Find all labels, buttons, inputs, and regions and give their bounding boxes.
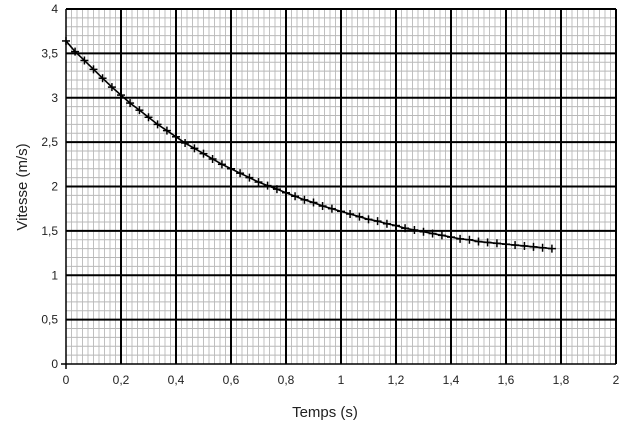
series-line [65,40,553,250]
data-point [437,231,446,240]
x-tick-label: 1,8 [553,373,570,387]
data-point [245,173,254,182]
data-point [291,192,300,201]
y-tick-label: 1 [51,268,58,282]
data-point [62,36,70,45]
y-tick-label: 2 [51,180,58,194]
y-tick-label: 1,5 [41,224,58,238]
data-point [511,241,520,250]
data-point [529,242,538,251]
data-point [346,210,355,219]
axes [61,9,616,369]
data-point [107,83,116,92]
data-point [144,113,153,122]
x-tick-label: 1,2 [388,373,405,387]
data-point [419,227,428,236]
data-point [355,212,364,221]
data-point [465,235,474,244]
x-tick-labels: 0 0,2 0,4 0,6 0,8 1 1,2 1,4 1,6 1,8 2 [63,373,620,387]
y-tick-label: 0,5 [41,313,58,327]
data-point [153,120,162,129]
data-point [309,198,318,207]
data-point [483,238,492,247]
y-tick-labels: 0 0,5 1 1,5 2 2,5 3 3,5 4 [41,2,58,371]
data-point [410,225,419,234]
data-point [126,99,135,108]
data-point [162,126,171,135]
data-point [474,237,483,246]
y-tick-label: 0 [51,357,58,371]
grid [66,8,617,364]
data-point [382,219,391,228]
data-point [392,221,400,230]
y-tick-label: 2,5 [41,135,58,149]
data-point [172,132,180,141]
data-point [520,241,529,250]
data-point [80,56,89,65]
data-point [456,234,465,243]
data-point [71,47,80,56]
series [62,36,556,253]
data-point [181,139,190,148]
y-tick-label: 3,5 [41,46,58,60]
data-point [547,244,556,253]
data-point [263,181,272,190]
data-point [254,178,263,187]
data-point [538,243,547,252]
y-tick-label: 4 [51,2,58,16]
x-tick-label: 1,6 [498,373,515,387]
data-point [318,202,327,211]
data-point [327,204,336,213]
data-point [373,217,382,226]
data-point [135,106,144,115]
data-point [502,240,510,249]
data-point [236,169,245,178]
data-point [98,74,107,83]
data-point [217,160,226,169]
x-axis-title: Temps (s) [292,404,358,421]
x-tick-label: 0 [63,373,70,387]
data-point [428,229,437,238]
data-point [199,149,208,158]
data-point [282,188,290,197]
data-point [272,185,281,194]
x-tick-label: 0,6 [223,373,240,387]
y-axis-title: Vitesse (m/s) [14,143,31,230]
x-tick-label: 1,4 [443,373,460,387]
data-point [190,144,199,153]
data-point [208,154,217,163]
data-point [364,215,373,224]
data-point [300,195,309,204]
data-point [117,91,125,100]
y-tick-label: 3 [51,91,58,105]
data-point [227,164,235,173]
x-tick-label: 0,8 [278,373,295,387]
data-point [492,239,501,248]
x-tick-label: 1 [338,373,345,387]
data-point [337,207,345,216]
data-point [447,233,455,242]
x-tick-label: 2 [613,373,620,387]
x-tick-label: 0,4 [168,373,185,387]
data-point [89,65,98,74]
x-tick-label: 0,2 [113,373,130,387]
data-point [401,224,410,233]
